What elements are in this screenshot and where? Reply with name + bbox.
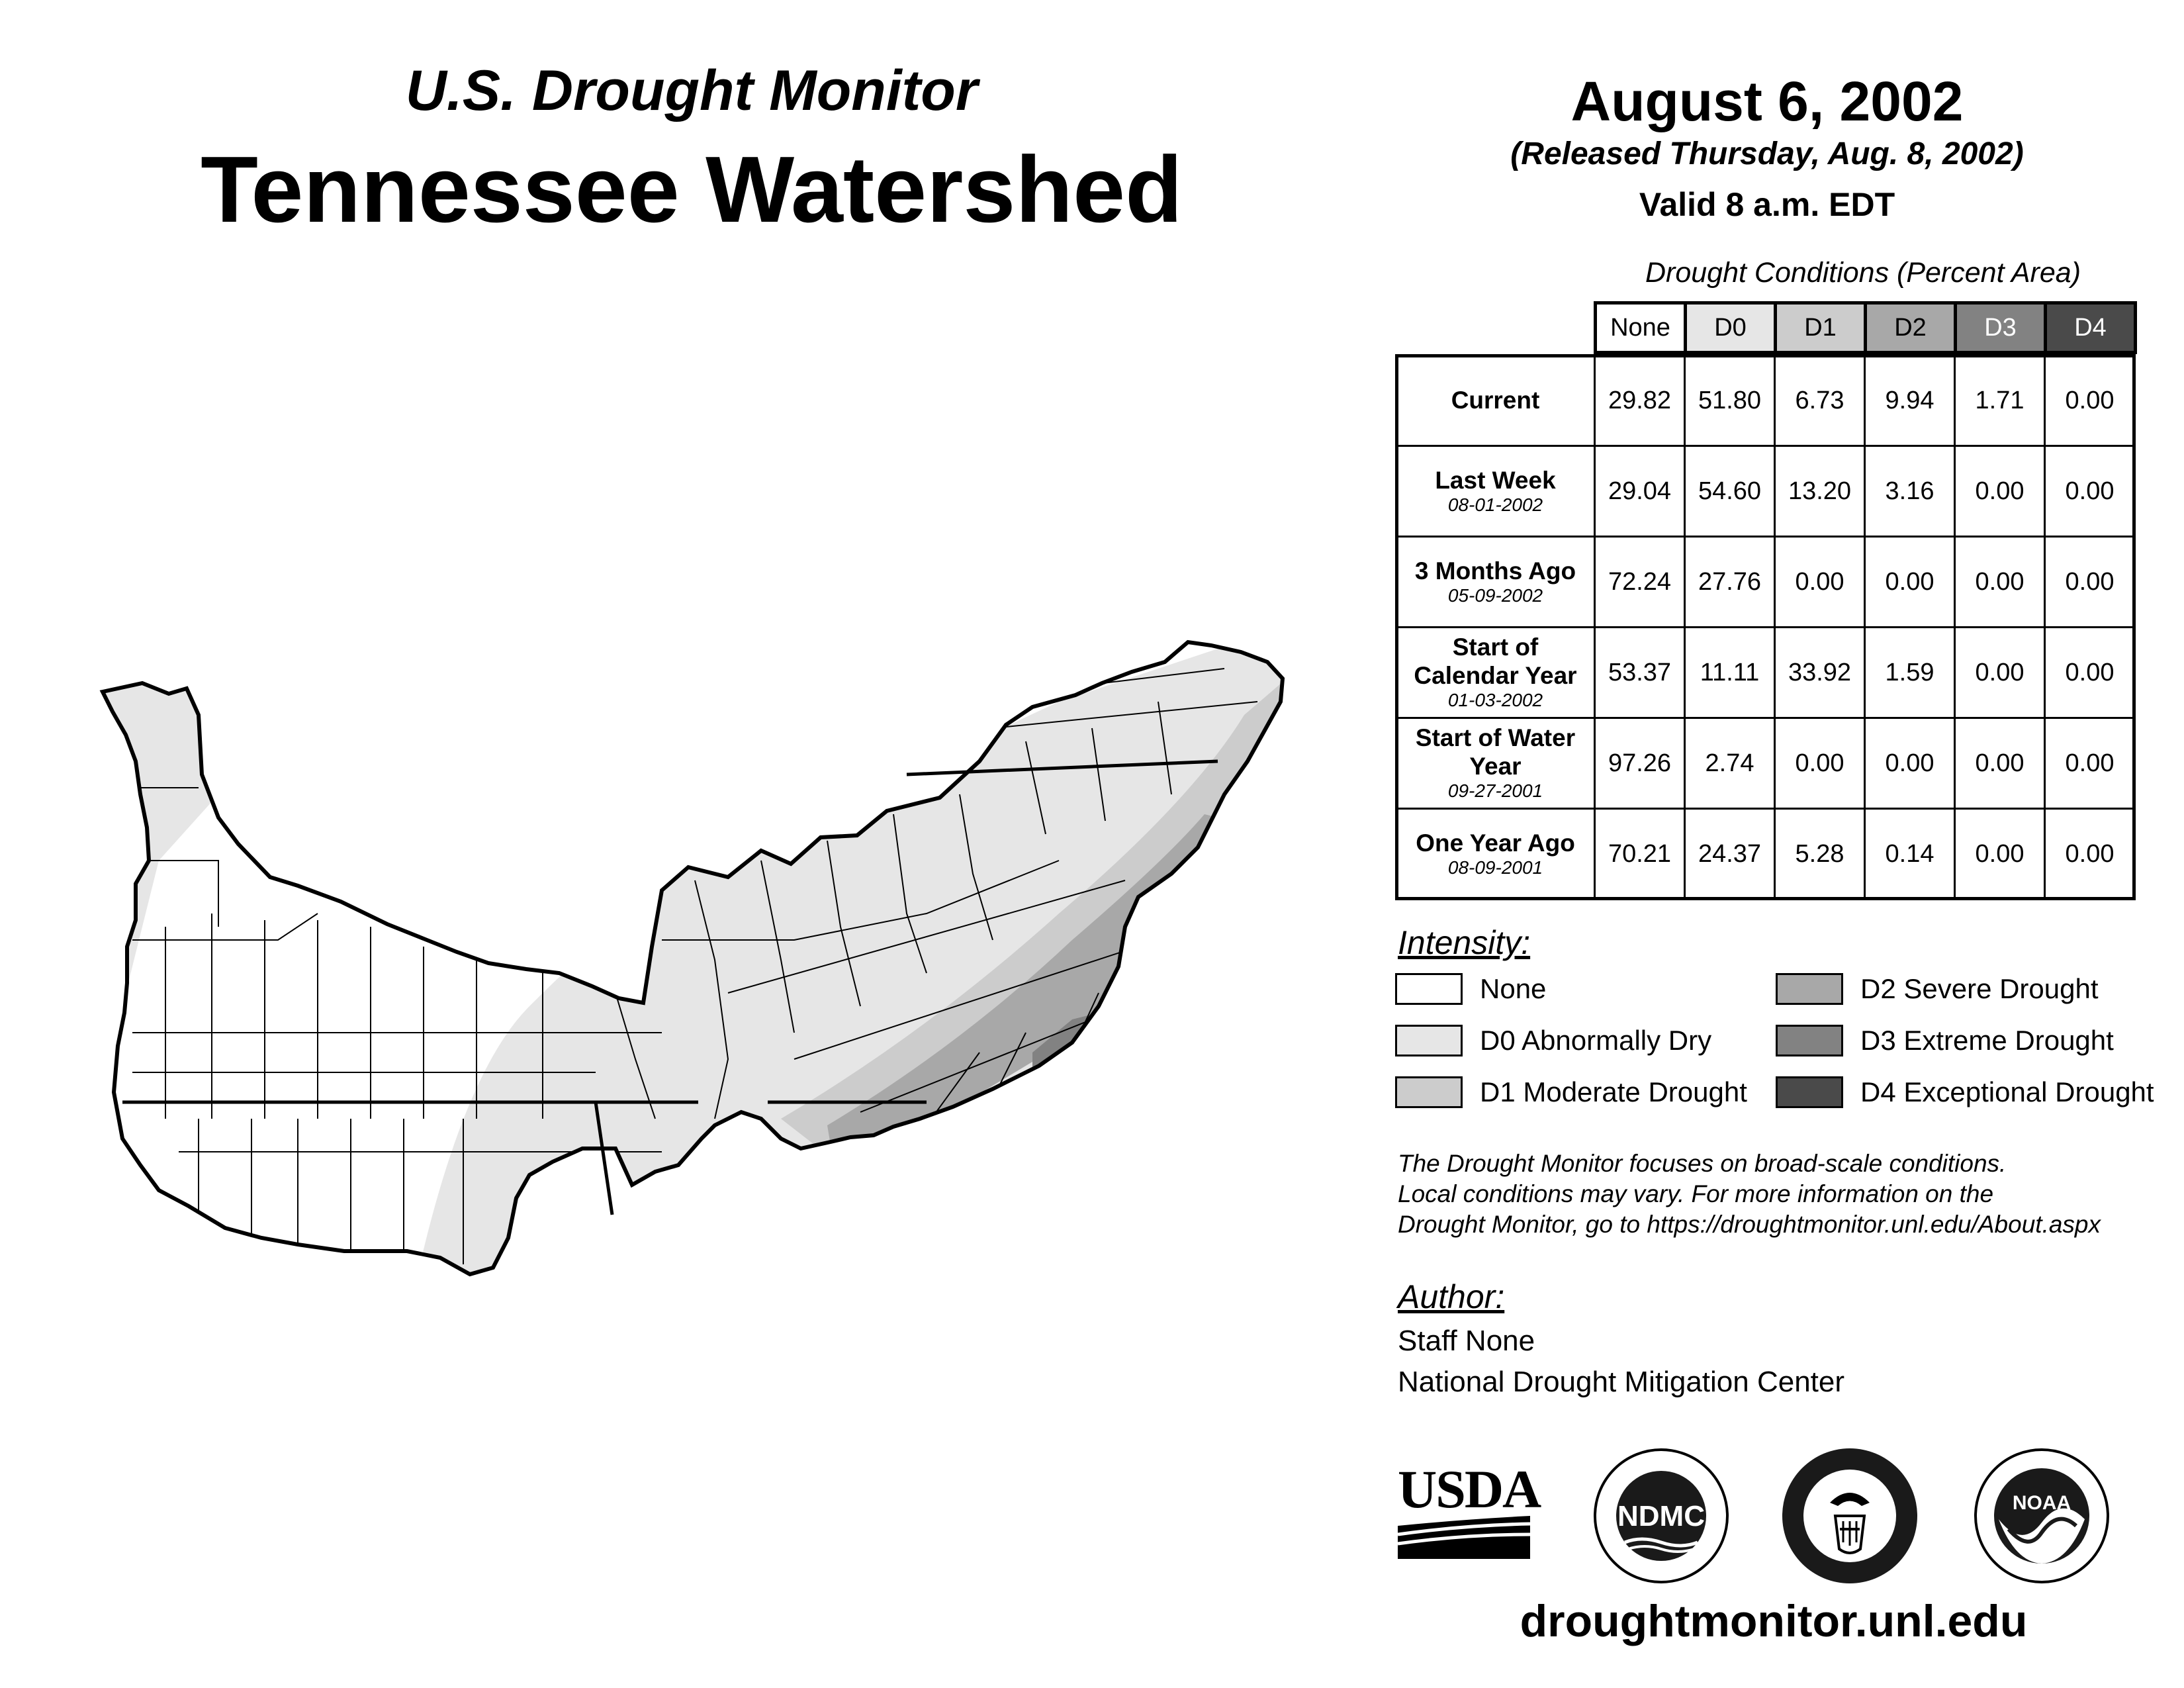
usda-logo-text: USDA [1398,1459,1541,1519]
valid-time: Valid 8 a.m. EDT [1639,186,1895,223]
legend-label: D3 Extreme Drought [1860,1025,2114,1056]
d1-area [781,675,1283,1165]
drought-categories [103,642,1283,1274]
legend-swatch [1776,973,1843,1005]
legend-label: D0 Abnormally Dry [1480,1025,1712,1056]
row-label-text: Start of Water Year [1415,724,1576,780]
release-date: (Released Thursday, Aug. 8, 2002) [1510,136,2024,171]
note-line-1: The Drought Monitor focuses on broad-sca… [1398,1150,2007,1177]
row-label-text: Last Week [1435,466,1556,494]
map-title: Tennessee Watershed [201,137,1183,242]
note-line-3: Drought Monitor, go to https://droughtmo… [1398,1211,2101,1238]
usda-logo: USDA [1397,1459,1541,1562]
author-title: Author: [1398,1278,1505,1315]
state-boundaries [122,759,1218,1215]
column-header-d0: D0 [1684,301,1777,354]
row-date: 08-09-2001 [1447,857,1543,878]
legend-swatch [1395,1025,1463,1056]
row-label-text: Current [1451,386,1540,414]
row-label: Start of Water Year 09-27-2001 [1395,717,1596,810]
column-header-d1: D1 [1774,301,1867,354]
usda-logo-swoosh [1397,1516,1531,1559]
legend-swatch [1776,1025,1843,1056]
column-header-d3: D3 [1954,301,2047,354]
doc-seal-logo [1782,1448,1917,1583]
table-outer-border [1395,354,2136,900]
row-date: 08-01-2002 [1447,494,1543,516]
legend-label: None [1480,973,1547,1004]
legend-label: D1 Moderate Drought [1480,1076,1747,1107]
legend-label: D2 Severe Drought [1860,973,2099,1004]
website-url[interactable]: droughtmonitor.unl.edu [1520,1596,2028,1646]
row-date: 09-27-2001 [1447,780,1543,802]
row-date: 05-09-2002 [1447,585,1543,606]
drought-map [0,0,1390,1688]
county-boundaries [132,668,1258,1264]
legend-label: D4 Exceptional Drought [1860,1076,2154,1107]
author-org: National Drought Mitigation Center [1398,1366,1845,1398]
legend-swatch [1776,1076,1843,1108]
row-label-text: Start of Calendar Year [1414,633,1577,689]
row-date: 01-03-2002 [1447,690,1543,711]
legend-swatch [1395,1076,1463,1108]
table-cell: 0.00 [1954,717,2046,810]
legend: None D0 Abnormally Dry D1 Moderate Drought… [1395,973,2176,1132]
column-header-none: None [1594,301,1687,354]
noaa-logo: NOAA [1974,1448,2109,1583]
map-date: August 6, 2002 [1570,70,1964,132]
author-name: Staff None [1398,1325,1535,1357]
drought-conditions-table: None D0 D1 D2 D3 D4 Current 29.82 51.80 6.73 9.94 1… [1395,301,2137,900]
row-label: Last Week 08-01-2002 [1395,445,1596,538]
legend-title: Intensity: [1398,924,1531,961]
row-label-text: One Year Ago [1416,829,1575,857]
note-line-2: Local conditions may vary. For more info… [1398,1180,1994,1207]
column-header-d4: D4 [2044,301,2137,354]
subtitle: U.S. Drought Monitor [405,59,978,122]
ndmc-text: NDMC [1617,1500,1705,1532]
table-caption: Drought Conditions (Percent Area) [1645,257,2081,289]
legend-swatch [1395,973,1463,1005]
row-label-text: 3 Months Ago [1414,557,1576,585]
ndmc-logo: NDMC [1594,1448,1729,1583]
author-block: Staff None National Drought Mitigation C… [1398,1321,1844,1403]
d0-area [397,642,1283,1274]
disclaimer-note: The Drought Monitor focuses on broad-sca… [1398,1149,2179,1240]
column-header-d2: D2 [1864,301,1957,354]
